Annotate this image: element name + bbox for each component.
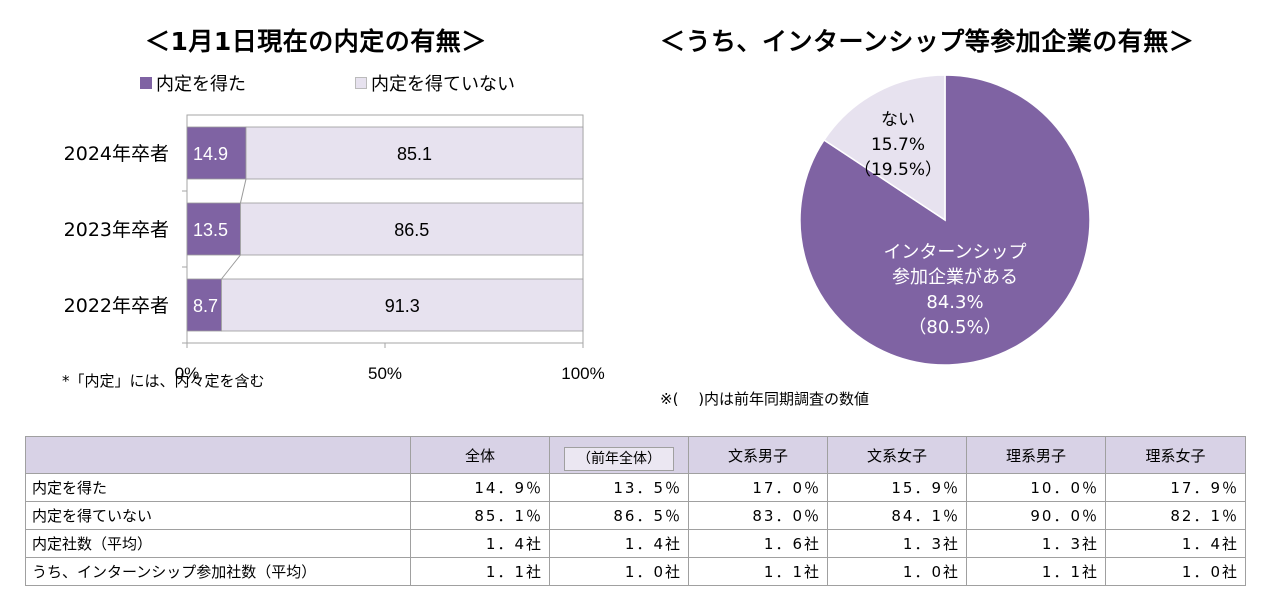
bar-segment: [240, 202, 584, 256]
table-header-corner: [25, 436, 411, 474]
cell: 85．1％: [410, 501, 550, 530]
legend-item-offer: 内定を得た: [140, 70, 246, 96]
cell: 15．9％: [827, 473, 967, 502]
table-header-bun-female: 文系女子: [827, 436, 967, 474]
slice-label: 参加企業がある: [892, 267, 1018, 288]
slice-label: （19.5%）: [854, 160, 942, 180]
slice-label: （80.5%）: [908, 317, 1001, 338]
x-tick-label: 0%: [175, 364, 200, 383]
table-header-ri-male: 理系男子: [966, 436, 1106, 474]
cell: 86．5％: [549, 501, 689, 530]
cell: 83．0％: [688, 501, 828, 530]
row-label: 内定社数（平均）: [25, 529, 411, 558]
bar-segment: [245, 126, 584, 180]
table-header-bun-male: 文系男子: [688, 436, 828, 474]
cell: 14．9％: [410, 473, 550, 502]
series-line: [221, 254, 241, 280]
slice-label: 15.7%: [871, 135, 925, 155]
table-header-ri-female: 理系女子: [1105, 436, 1246, 474]
table-row: 内定を得た 14．9％ 13．5％ 17．0％ 15．9％ 10．0％ 17．9…: [25, 473, 1246, 502]
legend-label-offer: 内定を得た: [156, 74, 246, 95]
cell: 10．0％: [966, 473, 1106, 502]
legend-item-no-offer: 内定を得ていない: [355, 70, 515, 96]
cell: 84．1％: [827, 501, 967, 530]
left-chart-title: ＜1月1日現在の内定の有無＞: [145, 27, 487, 56]
data-label: 13.5: [193, 220, 228, 240]
table-row: 内定を得ていない 85．1％ 86．5％ 83．0％ 84．1％ 90．0％ 8…: [25, 501, 1246, 530]
legend-swatch-no-offer: [355, 77, 367, 89]
data-label: 86.5: [394, 220, 429, 240]
data-label: 8.7: [193, 296, 218, 316]
table-header-all: 全体: [410, 436, 550, 474]
cell: 1．4社: [410, 529, 550, 558]
cell: 1．1社: [966, 557, 1106, 586]
category-label: 2022年卒者: [64, 295, 169, 317]
row-label: うち、インターンシップ参加社数（平均）: [25, 557, 411, 586]
cell: 1．4社: [1105, 529, 1246, 558]
cell: 1．1社: [410, 557, 550, 586]
cell: 17．0％: [688, 473, 828, 502]
data-label: 91.3: [385, 296, 420, 316]
cell: 1．3社: [966, 529, 1106, 558]
stacked-bar-chart: 0% 50% 100% 2024年卒者 14.9 85.1 2023年卒者 13.5 86.5 2…: [64, 114, 605, 383]
cell: 82．1％: [1105, 501, 1246, 530]
note-naitei: *「内定」には、内々定を含む: [62, 372, 265, 390]
cell: 1．0社: [549, 557, 689, 586]
bar-segment: [186, 126, 247, 180]
cell: 1．1社: [688, 557, 828, 586]
pie-slice: [823, 74, 946, 222]
row-label: 内定を得ていない: [25, 501, 411, 530]
category-label: 2024年卒者: [64, 143, 169, 165]
legend-swatch-offer: [140, 77, 152, 89]
category-label: 2023年卒者: [64, 219, 169, 241]
cell: 1．0社: [1105, 557, 1246, 586]
right-chart-title: ＜うち、インターンシップ等参加企業の有無＞: [660, 27, 1195, 56]
summary-table: 全体 （前年全体） 文系男子 文系女子 理系男子 理系女子 内定を得た 14．9…: [25, 436, 1246, 586]
cell: 13．5％: [549, 473, 689, 502]
cell: 1．6社: [688, 529, 828, 558]
cell: 1．0社: [827, 557, 967, 586]
table-header-prev: （前年全体）: [549, 436, 689, 474]
table-row: うち、インターンシップ参加社数（平均） 1．1社 1．0社 1．1社 1．0社 …: [25, 557, 1246, 586]
data-label: 14.9: [193, 144, 228, 164]
x-tick-label: 50%: [368, 364, 402, 383]
cell: 90．0％: [966, 501, 1106, 530]
cell: 1．4社: [549, 529, 689, 558]
series-line: [239, 178, 247, 204]
slice-label: 84.3%: [926, 292, 983, 313]
legend-label-no-offer: 内定を得ていない: [371, 74, 515, 95]
x-tick-label: 100%: [561, 364, 604, 383]
slice-label: ない: [881, 110, 915, 130]
cell: 17．9％: [1105, 473, 1246, 502]
slice-label: インターンシップ: [883, 242, 1026, 263]
table-row: 内定社数（平均） 1．4社 1．4社 1．6社 1．3社 1．3社 1．4社: [25, 529, 1246, 558]
note-previous-year: ※( )内は前年同期調査の数値: [660, 390, 870, 408]
data-label: 85.1: [397, 144, 432, 164]
row-label: 内定を得た: [25, 473, 411, 502]
cell: 1．3社: [827, 529, 967, 558]
bar-segment: [186, 278, 222, 332]
bar-segment: [221, 278, 584, 332]
table-header-row: 全体 （前年全体） 文系男子 文系女子 理系男子 理系女子: [25, 436, 1246, 474]
